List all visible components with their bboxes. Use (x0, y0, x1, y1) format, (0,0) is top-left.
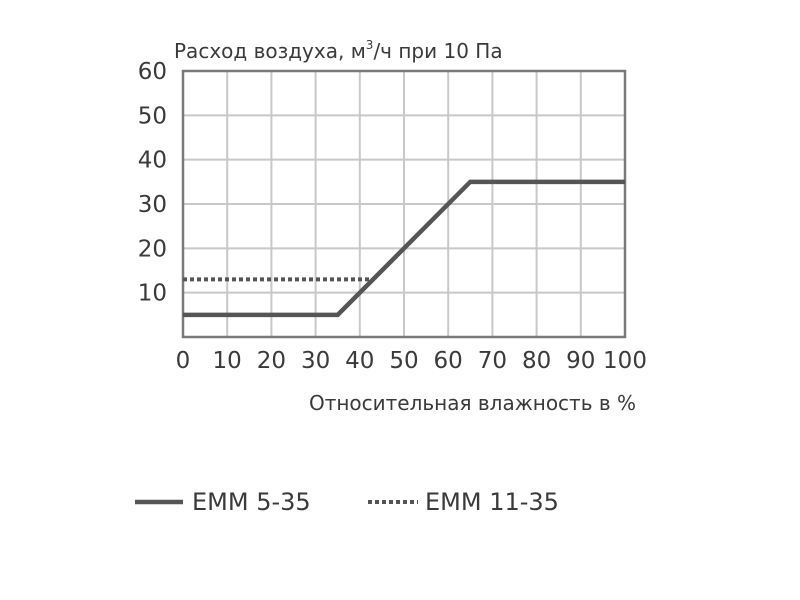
y-tick-labels: 10 20 30 40 50 60 (138, 59, 167, 307)
x-tick-label: 90 (566, 348, 595, 374)
x-tick-label: 40 (345, 348, 374, 374)
y-axis-title-superscript: 3 (366, 38, 374, 52)
x-axis-title: Относительная влажность в % (309, 391, 636, 415)
y-tick-label: 30 (138, 192, 167, 218)
y-tick-label: 50 (138, 103, 167, 129)
y-axis-title: Расход воздуха, м3/ч при 10 Па (174, 38, 503, 63)
x-tick-labels: 0 10 20 30 40 50 60 70 80 90 100 (176, 348, 647, 374)
y-tick-label: 60 (138, 59, 167, 85)
series-layer (183, 179, 625, 318)
series-line-1 (183, 179, 625, 318)
x-tick-label: 70 (478, 348, 507, 374)
x-tick-label: 20 (257, 348, 286, 374)
y-axis-title-main: Расход воздуха, м (174, 39, 366, 63)
x-tick-label: 0 (176, 348, 191, 374)
y-axis-title-unit: /ч при 10 Па (373, 39, 502, 63)
x-tick-label: 100 (603, 348, 647, 374)
plot-border (181, 69, 627, 339)
y-tick-label: 20 (138, 236, 167, 262)
plot-frame (181, 69, 627, 339)
x-tick-label: 50 (389, 348, 418, 374)
y-tick-label: 10 (138, 281, 167, 307)
legend-label-2: EMM 11-35 (425, 488, 559, 516)
x-tick-label: 60 (434, 348, 463, 374)
x-tick-label: 30 (301, 348, 330, 374)
legend-label-1: EMM 5-35 (192, 488, 311, 516)
grid (183, 71, 625, 337)
y-tick-label: 40 (138, 148, 167, 174)
x-tick-label: 10 (213, 348, 242, 374)
legend: EMM 5-35 EMM 11-35 (135, 488, 559, 516)
x-tick-label: 80 (522, 348, 551, 374)
